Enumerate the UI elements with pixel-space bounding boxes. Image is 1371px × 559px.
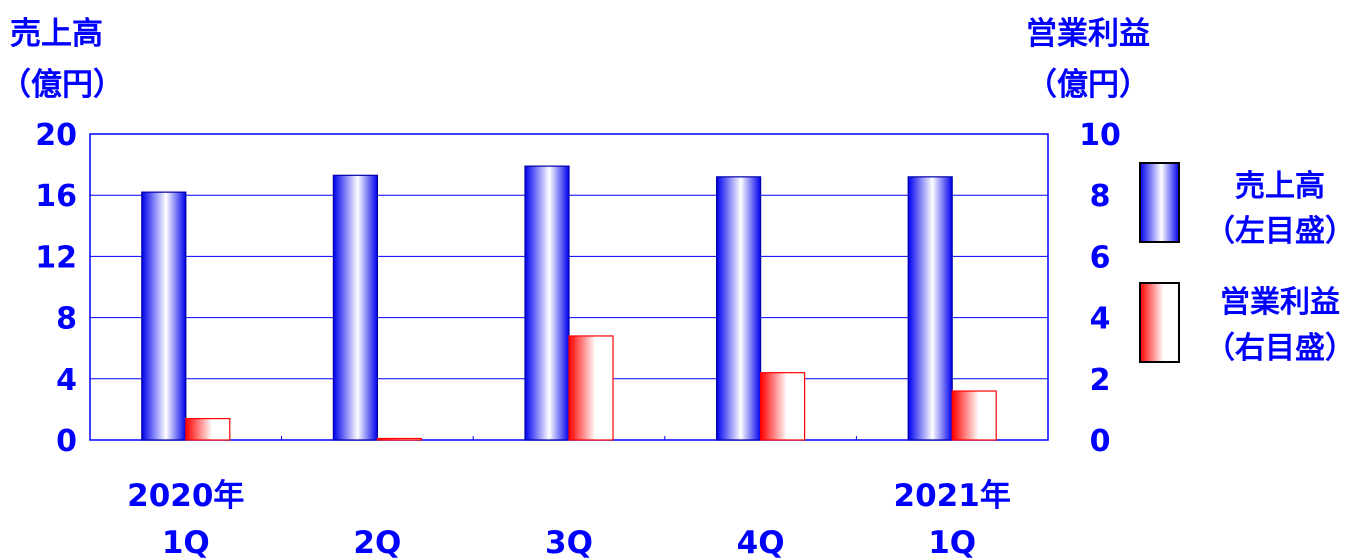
bar-operating-profit: [759, 372, 806, 441]
left-axis-tick-label: 12: [35, 240, 77, 275]
x-axis-label-quarter: 1Q: [162, 525, 210, 559]
bar-sales: [524, 165, 570, 441]
left-axis-tick-labels: 0 4 8 12 16 20: [35, 118, 77, 459]
bar-operating-profit: [568, 335, 614, 441]
left-axis-tick-label: 4: [56, 363, 77, 398]
legend-label-operating-profit-line1: 営業利益: [1220, 285, 1340, 320]
right-axis-tick-label: 4: [1090, 302, 1111, 337]
left-axis-title-line1: 売上高: [10, 16, 103, 52]
left-axis-tick-label: 0: [56, 424, 77, 459]
bar-sales: [141, 191, 187, 441]
right-axis-title-line1: 営業利益: [1026, 16, 1150, 52]
x-axis-labels: 2020年 1Q 2Q 3Q 4Q 2021年 1Q: [127, 478, 1011, 559]
x-axis-label-quarter: 2Q: [353, 525, 401, 559]
x-axis-label-quarter: 4Q: [737, 525, 785, 559]
right-axis-tick-label: 10: [1079, 118, 1121, 153]
right-axis-tick-label: 0: [1090, 424, 1111, 459]
legend-swatch-operating-profit: [1139, 282, 1180, 363]
right-axis-tick-labels: 0 2 4 6 8 10: [1079, 118, 1121, 459]
bar-sales: [715, 176, 762, 441]
x-axis-ticks: [281, 436, 857, 440]
left-axis-tick-label: 16: [35, 179, 77, 214]
left-axis-tick-label: 20: [35, 118, 77, 153]
legend-label-operating-profit-line2: （右目盛）: [1205, 331, 1355, 366]
bar-operating-profit: [951, 390, 997, 441]
x-axis-label-year: 2020年: [127, 478, 244, 514]
right-axis-tick-label: 8: [1090, 179, 1111, 214]
legend-label-sales-line2: （左目盛）: [1205, 214, 1355, 249]
right-axis-tick-label: 2: [1090, 363, 1111, 398]
right-axis-title-line2: （億円）: [1026, 67, 1150, 103]
bar-sales: [907, 176, 953, 441]
x-axis-label-quarter: 1Q: [928, 525, 976, 559]
x-axis-label-quarter: 3Q: [545, 525, 593, 559]
left-axis-tick-label: 8: [56, 302, 77, 337]
bar-sales: [332, 174, 378, 441]
legend-swatch-sales: [1139, 162, 1180, 243]
bar-operating-profit: [185, 417, 231, 441]
bar-operating-profit: [376, 437, 422, 441]
left-axis-title-line2: （億円）: [0, 67, 124, 103]
x-axis-label-year: 2021年: [894, 478, 1011, 514]
legend: 売上高 （左目盛） 営業利益 （右目盛）: [1139, 162, 1355, 366]
legend-label-sales-line1: 売上高: [1235, 169, 1325, 204]
bars: [141, 165, 997, 441]
right-axis-tick-label: 6: [1090, 240, 1111, 275]
